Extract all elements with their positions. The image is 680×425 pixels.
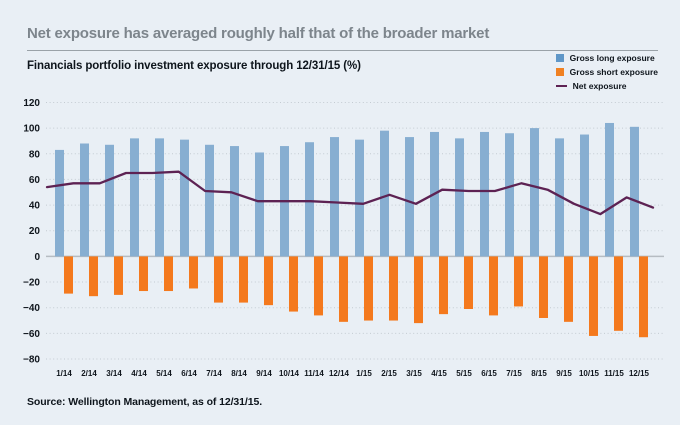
- bar-gross-short: [239, 256, 248, 303]
- x-axis-tick-label: 5/14: [156, 369, 172, 378]
- x-axis-tick-label: 1/14: [56, 369, 72, 378]
- bar-gross-short: [414, 256, 423, 324]
- x-axis-tick-label: 8/15: [531, 369, 547, 378]
- bar-gross-long: [580, 134, 589, 257]
- y-axis-tick-label: 0: [34, 252, 40, 263]
- title-rule: [27, 50, 658, 51]
- bar-gross-short: [89, 256, 98, 297]
- bar-gross-short: [389, 256, 398, 321]
- bar-gross-short: [539, 256, 548, 318]
- net-exposure-swatch-icon: [555, 84, 567, 88]
- bar-gross-long: [80, 143, 89, 257]
- bar-gross-long: [130, 138, 139, 257]
- bar-gross-short: [139, 256, 148, 292]
- bar-gross-short: [164, 256, 173, 292]
- bar-gross-long: [355, 139, 364, 257]
- bar-gross-short: [514, 256, 523, 307]
- bar-gross-short: [64, 256, 73, 294]
- bar-gross-short: [364, 256, 373, 321]
- y-axis-tick-label: 80: [29, 149, 41, 160]
- legend-label: Gross long exposure: [569, 53, 655, 63]
- y-axis-tick-label: −80: [23, 355, 40, 366]
- x-axis-tick-label: 12/14: [329, 369, 350, 378]
- bar-gross-long: [205, 144, 214, 257]
- x-axis-tick-label: 6/15: [481, 369, 497, 378]
- legend-item-gross-short: Gross short exposure: [555, 67, 658, 77]
- source-note: Source: Wellington Management, as of 12/…: [27, 396, 263, 408]
- bar-gross-long: [605, 122, 614, 257]
- bar-gross-long: [380, 130, 389, 257]
- legend-label: Net exposure: [572, 81, 627, 91]
- x-axis-tick-label: 11/14: [304, 369, 324, 378]
- bar-gross-short: [464, 256, 473, 310]
- bar-gross-long: [155, 138, 164, 257]
- bar-gross-short: [264, 256, 273, 306]
- bar-gross-short: [314, 256, 323, 316]
- x-axis-tick-label: 7/15: [506, 369, 522, 378]
- bar-gross-short: [614, 256, 623, 331]
- bar-gross-long: [180, 139, 189, 257]
- x-axis-tick-label: 9/14: [256, 369, 272, 378]
- bar-gross-long: [480, 131, 489, 257]
- y-axis-tick-label: −60: [23, 329, 40, 340]
- bar-gross-short: [339, 256, 348, 322]
- bar-gross-short: [564, 256, 573, 322]
- x-axis-tick-label: 10/14: [279, 369, 300, 378]
- bar-gross-long: [330, 137, 339, 257]
- bar-gross-long: [555, 138, 564, 257]
- x-axis-tick-label: 8/14: [231, 369, 247, 378]
- bar-gross-long: [105, 144, 114, 257]
- bar-gross-short: [214, 256, 223, 303]
- bar-gross-long: [505, 133, 514, 257]
- bar-gross-short: [114, 256, 123, 295]
- bar-gross-short: [439, 256, 448, 315]
- bar-gross-short: [289, 256, 298, 312]
- bar-gross-long: [455, 138, 464, 257]
- bar-gross-short: [489, 256, 498, 316]
- legend-item-net: Net exposure: [555, 81, 658, 91]
- x-axis-tick-label: 6/14: [181, 369, 197, 378]
- x-axis-tick-label: 2/15: [381, 369, 397, 378]
- x-axis-tick-label: 9/15: [556, 369, 572, 378]
- x-axis-tick-label: 7/14: [206, 369, 222, 378]
- gross-short-swatch-icon: [555, 68, 564, 76]
- y-axis-tick-label: 20: [29, 226, 41, 237]
- bar-gross-long: [255, 152, 264, 257]
- bar-gross-long: [230, 146, 239, 257]
- x-axis-tick-label: 3/14: [106, 369, 122, 378]
- bar-gross-short: [189, 256, 198, 289]
- bar-gross-long: [305, 142, 314, 257]
- chart-title: Net exposure has averaged roughly half t…: [27, 25, 490, 42]
- y-axis-tick-label: 120: [23, 98, 40, 109]
- bar-gross-short: [589, 256, 598, 336]
- bar-gross-short: [639, 256, 648, 338]
- x-axis-tick-label: 11/15: [604, 369, 624, 378]
- y-axis-tick-label: −20: [23, 278, 40, 289]
- x-axis-tick-label: 10/15: [579, 369, 600, 378]
- x-axis-tick-label: 2/14: [81, 369, 97, 378]
- x-axis-tick-label: 4/14: [131, 369, 147, 378]
- bar-gross-long: [630, 126, 639, 257]
- x-axis-tick-label: 12/15: [629, 369, 650, 378]
- y-axis-tick-label: 100: [23, 124, 40, 135]
- x-axis-tick-label: 3/15: [406, 369, 422, 378]
- gross-long-swatch-icon: [555, 54, 564, 62]
- legend: Gross long exposure Gross short exposure…: [555, 53, 658, 91]
- legend-item-gross-long: Gross long exposure: [555, 53, 658, 63]
- x-axis-tick-label: 1/15: [356, 369, 372, 378]
- net-exposure-line: [45, 170, 655, 216]
- y-axis-tick-label: 40: [29, 201, 41, 212]
- bar-gross-long: [530, 128, 539, 257]
- bar-gross-long: [405, 137, 414, 257]
- legend-label: Gross short exposure: [569, 67, 658, 77]
- x-axis-tick-label: 4/15: [431, 369, 447, 378]
- bar-gross-long: [55, 149, 64, 257]
- x-axis-tick-label: 5/15: [456, 369, 472, 378]
- y-axis-tick-label: −40: [23, 303, 40, 314]
- y-axis-tick-label: 60: [29, 175, 41, 186]
- chart-subtitle: Financials portfolio investment exposure…: [27, 60, 361, 72]
